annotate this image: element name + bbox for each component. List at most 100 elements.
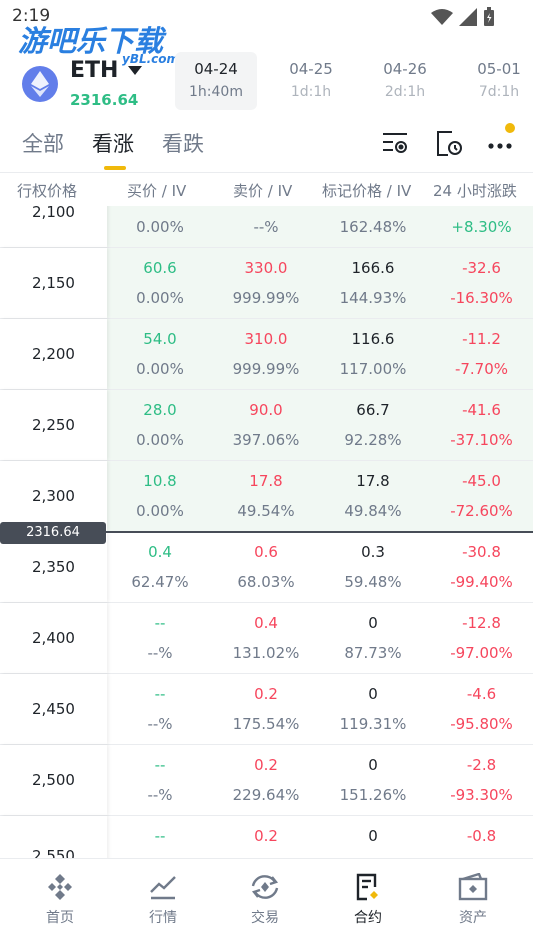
watermark-domain: yBL.com xyxy=(122,52,180,66)
tab-calls[interactable]: 看涨 xyxy=(92,132,134,156)
change-value: -32.6 xyxy=(462,259,501,277)
nav-futures[interactable]: 合约 xyxy=(315,873,421,927)
table-row[interactable]: 2,100 0.00% --% 162.48% +8.30% xyxy=(0,206,533,248)
nav-wallet[interactable]: 资产 xyxy=(420,873,526,927)
bid-price[interactable]: 54.0 xyxy=(143,330,177,348)
change-value: -4.6 xyxy=(466,685,497,703)
tab-all[interactable]: 全部 xyxy=(22,132,64,156)
ask-iv: 397.06% xyxy=(232,431,300,449)
col-change: 24 小时涨跌 xyxy=(433,182,517,200)
ask-price[interactable]: 0.2 xyxy=(254,756,278,774)
filter-settings-icon[interactable] xyxy=(381,128,411,158)
nav-home[interactable]: 首页 xyxy=(7,873,113,927)
notification-dot xyxy=(505,123,515,133)
change-percent: -37.10% xyxy=(450,431,513,449)
bid-iv: 0.00% xyxy=(136,360,184,378)
mark-price: 0 xyxy=(368,685,378,703)
strike-price: 2,150 xyxy=(32,274,75,292)
bid-iv: 0.00% xyxy=(136,289,184,307)
bid-price[interactable]: -- xyxy=(154,685,166,703)
bid-iv: --% xyxy=(147,715,173,733)
change-percent: -95.80% xyxy=(450,715,513,733)
col-mark: 标记价格 / IV xyxy=(322,182,412,200)
home-icon xyxy=(48,874,72,900)
table-row[interactable]: 2,450 -- --% 0.2 175.54% 0 119.31% -4.6 … xyxy=(0,674,533,745)
wifi-icon xyxy=(431,9,453,25)
change-percent: -16.30% xyxy=(450,289,513,307)
column-headers: 行权价格 买价 / IV 卖价 / IV 标记价格 / IV 24 小时涨跌 xyxy=(0,172,533,206)
expiry-tab[interactable]: 04-25 1d:1h xyxy=(289,60,333,100)
col-strike[interactable]: 行权价格 xyxy=(17,182,78,200)
expiry-tab[interactable]: 04-26 2d:1h xyxy=(383,60,427,100)
nav-trade[interactable]: 交易 xyxy=(212,873,318,927)
change-percent: -72.60% xyxy=(450,502,513,520)
ask-price[interactable]: 330.0 xyxy=(244,259,288,277)
strike-price: 2,500 xyxy=(32,771,75,789)
status-icons xyxy=(431,7,495,27)
bid-iv: --% xyxy=(147,786,173,804)
strike-price: 2,450 xyxy=(32,700,75,718)
change-value: -12.8 xyxy=(462,614,501,632)
status-time: 2:19 xyxy=(12,6,51,26)
mark-price: 0.3 xyxy=(361,543,385,561)
ask-price[interactable]: 0.2 xyxy=(254,685,278,703)
table-row[interactable]: 2,500 -- --% 0.2 229.64% 0 151.26% -2.8 … xyxy=(0,745,533,816)
bid-price[interactable]: -- xyxy=(154,614,166,632)
col-ask: 卖价 / IV xyxy=(233,182,293,200)
table-row[interactable]: 2,400 -- --% 0.4 131.02% 0 87.73% -12.8 … xyxy=(0,603,533,674)
caret-down-icon[interactable] xyxy=(128,66,142,76)
trade-icon xyxy=(251,875,279,899)
ask-price[interactable]: 0.6 xyxy=(254,543,278,561)
mark-iv: 151.26% xyxy=(339,786,407,804)
bid-iv: 0.00% xyxy=(136,431,184,449)
current-price-line xyxy=(0,531,533,533)
ask-iv: 175.54% xyxy=(232,715,300,733)
change-value: -0.8 xyxy=(466,827,497,845)
bid-price[interactable]: 60.6 xyxy=(143,259,177,277)
bid-price[interactable]: 0.4 xyxy=(148,543,172,561)
ask-price[interactable]: 0.2 xyxy=(254,827,278,845)
table-row[interactable]: 2,150 60.6 0.00% 330.0 999.99% 166.6 144… xyxy=(0,248,533,319)
battery-icon xyxy=(484,7,494,26)
ask-iv: 68.03% xyxy=(237,573,295,591)
wallet-icon xyxy=(458,873,488,901)
mark-iv: 162.48% xyxy=(339,218,407,236)
eth-logo-icon xyxy=(22,66,58,102)
bid-price[interactable]: -- xyxy=(154,756,166,774)
change-value: -2.8 xyxy=(466,756,497,774)
mark-price: 66.7 xyxy=(356,401,390,419)
expiry-tab[interactable]: 05-01 7d:1h xyxy=(477,60,521,100)
bid-price[interactable]: 10.8 xyxy=(143,472,177,490)
tab-puts[interactable]: 看跌 xyxy=(162,132,204,156)
mark-iv: 117.00% xyxy=(339,360,407,378)
asset-selector[interactable]: ETH xyxy=(70,58,119,83)
table-row[interactable]: 2,300 10.8 0.00% 17.8 49.54% 17.8 49.84%… xyxy=(0,461,533,532)
strike-price: 2,250 xyxy=(32,416,75,434)
expiry-tab[interactable]: 04-24 1h:40m xyxy=(175,52,257,110)
bid-iv: 0.00% xyxy=(136,218,184,236)
watermark-logo: 游吧乐下载 xyxy=(18,24,164,58)
table-row[interactable]: 2,200 54.0 0.00% 310.0 999.99% 116.6 117… xyxy=(0,319,533,390)
strike-price: 2,200 xyxy=(32,345,75,363)
table-row[interactable]: 2,250 28.0 0.00% 90.0 397.06% 66.7 92.28… xyxy=(0,390,533,461)
option-type-tabs: 全部 看涨 看跌 xyxy=(0,118,533,172)
ask-price[interactable]: 17.8 xyxy=(249,472,283,490)
ask-iv: 999.99% xyxy=(232,360,300,378)
ask-price[interactable]: 310.0 xyxy=(244,330,288,348)
ask-iv: 229.64% xyxy=(232,786,300,804)
mark-price: 0 xyxy=(368,614,378,632)
markets-icon xyxy=(150,876,176,900)
table-row[interactable]: 2,550 -- 0.2 0 -0.8 xyxy=(0,816,533,858)
history-order-icon[interactable] xyxy=(434,128,464,158)
mark-price: 0 xyxy=(368,827,378,845)
ask-iv: 49.54% xyxy=(237,502,295,520)
bid-price[interactable]: 28.0 xyxy=(143,401,177,419)
signal-icon xyxy=(459,8,477,26)
ask-price[interactable]: 90.0 xyxy=(249,401,283,419)
nav-markets[interactable]: 行情 xyxy=(110,873,216,927)
mark-iv: 87.73% xyxy=(344,644,402,662)
bid-price[interactable]: -- xyxy=(154,827,166,845)
more-options-icon[interactable] xyxy=(486,128,516,158)
ask-price[interactable]: 0.4 xyxy=(254,614,278,632)
change-value: -41.6 xyxy=(462,401,501,419)
